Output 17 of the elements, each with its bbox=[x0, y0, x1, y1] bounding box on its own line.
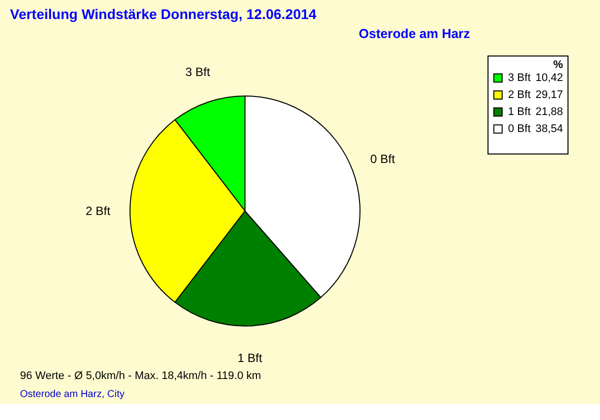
data-label: 29,17 bbox=[535, 89, 563, 101]
legend-title: % bbox=[553, 59, 564, 71]
slice-label: 1 Bft bbox=[238, 350, 263, 365]
data-label: 38,54 bbox=[535, 123, 563, 135]
legend-label: 3 Bft bbox=[508, 72, 531, 84]
legend-label: 0 Bft bbox=[508, 123, 531, 135]
data-label: 10,42 bbox=[535, 72, 563, 84]
slice-label: 3 Bft bbox=[185, 64, 211, 79]
slice-label: 0 Bft bbox=[370, 152, 396, 166]
slice-label: 2 Bft bbox=[86, 204, 111, 218]
data-label: 21,88 bbox=[535, 106, 563, 118]
text: 96 Werte - Ø 5,0km/h - Max. 18,4km/h - 119.0 km bbox=[20, 370, 262, 382]
legend-label: 1 Bft bbox=[508, 106, 531, 118]
chart-subtitle: Osterode am Harz bbox=[358, 26, 470, 41]
text: Osterode am Harz, City bbox=[20, 389, 124, 400]
legend-label: 2 Bft bbox=[508, 89, 531, 101]
chart-title: Verteilung Windstärke Donnerstag, 12.06.2014 bbox=[10, 6, 317, 22]
